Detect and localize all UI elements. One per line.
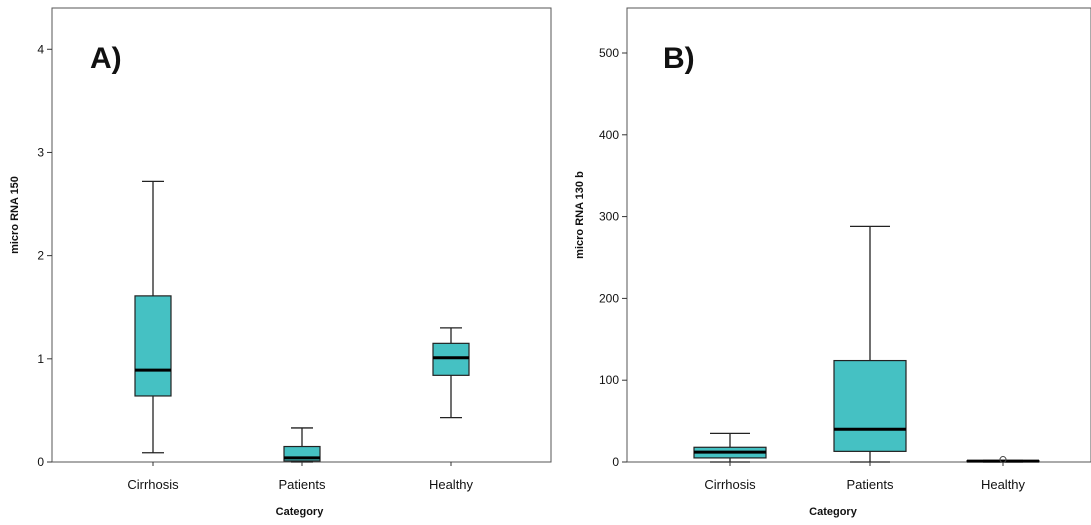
panel-a-plot-frame [51, 7, 552, 463]
panel-b-y-tick-label: 500 [599, 46, 619, 60]
panel-b-x-axis-title: Category [809, 506, 858, 518]
panel-a-y-tick-label: 2 [37, 249, 44, 263]
panel-b-box-patients [833, 359, 907, 452]
panel-b-y-tick-label: 200 [599, 291, 619, 305]
panel-a-category-label: Patients [279, 477, 326, 492]
panel-a-y-tick-label: 0 [37, 455, 44, 469]
panel-a-y-tick-label: 4 [37, 42, 44, 56]
panel-b-y-tick-label: 100 [599, 373, 619, 387]
panel-b-y-tick-label: 0 [612, 455, 619, 469]
panel-a-y-axis-title: micro RNA 150 [9, 176, 21, 254]
panel-b-category-label: Cirrhosis [704, 477, 756, 492]
panel-a-label: A) [90, 42, 122, 75]
panel-b-label: B) [663, 42, 695, 75]
panel-a-category-label: Healthy [429, 477, 474, 492]
panel-b-category-label: Patients [847, 477, 894, 492]
panel-a-box-healthy [432, 342, 470, 376]
panel-b-y-tick-label: 300 [599, 210, 619, 224]
panel-b-category-label: Healthy [981, 477, 1026, 492]
panel-a-category-label: Cirrhosis [127, 477, 179, 492]
panel-a-box-cirrhosis [134, 295, 172, 397]
panel-a-y-tick-label: 1 [37, 352, 44, 366]
panel-a-y-tick-label: 3 [37, 145, 44, 159]
panel-b-y-axis-title: micro RNA 130 b [574, 171, 586, 259]
panel-a-x-axis-title: Category [276, 506, 325, 518]
panel-b-y-tick-label: 400 [599, 128, 619, 142]
